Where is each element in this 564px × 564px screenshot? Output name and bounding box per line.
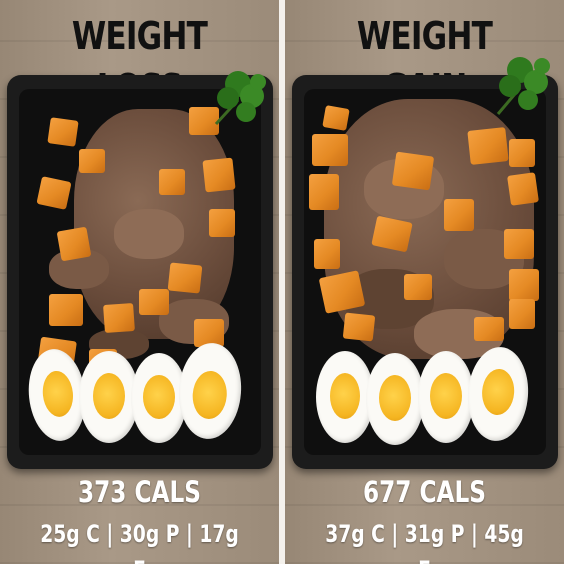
sweet-potato-cube <box>504 229 534 259</box>
sweet-potato-cube <box>314 239 340 269</box>
boiled-egg-half <box>131 353 187 443</box>
sweet-potato-cube <box>507 172 539 206</box>
sweet-potato-cube <box>404 274 432 300</box>
sweet-potato-cube <box>36 176 72 210</box>
sweet-potato-cube <box>209 209 235 237</box>
panel-divider <box>279 0 285 564</box>
macro-breakdown: 25g C | 30g P | 17g F <box>40 520 239 564</box>
sweet-potato-cube <box>391 151 435 191</box>
meal-contents <box>304 89 546 455</box>
sweet-potato-cube <box>139 289 169 315</box>
sweet-potato-cube <box>47 117 79 147</box>
sweet-potato-cube <box>79 149 105 173</box>
sweet-potato-cube <box>309 174 339 210</box>
sweet-potato-cube <box>509 269 539 301</box>
meal-prep-container <box>292 75 558 469</box>
macro-breakdown: 37g C | 31g P | 45g F <box>325 520 524 564</box>
boiled-egg-half <box>418 351 474 443</box>
sweet-potato-cube <box>49 294 83 326</box>
sweet-potato-cube <box>56 226 92 262</box>
meal-prep-container <box>7 75 273 469</box>
sweet-potato-cube <box>467 127 509 165</box>
sweet-potato-cube <box>509 299 535 329</box>
sweet-potato-cube <box>342 312 376 342</box>
calorie-count: 677 CALS <box>363 475 486 509</box>
boiled-egg-half <box>79 351 139 443</box>
sweet-potato-cube <box>474 317 504 341</box>
sweet-potato-cube <box>312 134 348 166</box>
sweet-potato-cube <box>444 199 474 231</box>
calorie-count: 373 CALS <box>78 475 201 509</box>
sweet-potato-cube <box>202 157 236 193</box>
weight-loss-panel: WEIGHT LOSS <box>0 0 279 564</box>
cilantro-garnish-icon <box>496 57 550 115</box>
sweet-potato-cube <box>322 105 350 131</box>
sweet-potato-cube <box>103 302 135 334</box>
sweet-potato-cube <box>167 262 203 294</box>
meal-contents <box>19 89 261 455</box>
sweet-potato-cube <box>159 169 185 195</box>
weight-gain-panel: WEIGHT GAIN <box>285 0 564 564</box>
boiled-egg-half <box>464 345 532 443</box>
cilantro-garnish-icon <box>214 71 266 126</box>
sweet-potato-cube <box>509 139 535 167</box>
boiled-egg-half <box>366 353 424 445</box>
sweet-potato-cube <box>189 107 219 135</box>
boiled-egg-half <box>175 340 245 442</box>
boiled-egg-half <box>316 351 374 443</box>
